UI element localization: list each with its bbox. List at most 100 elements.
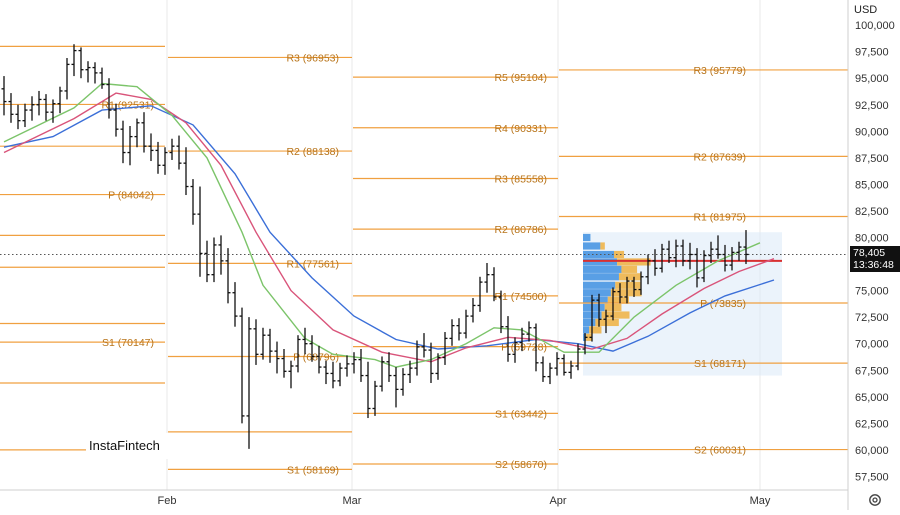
volume-profile-bar [583,242,601,250]
ohlc-bar [127,125,133,166]
ohlc-bar [29,96,35,121]
ohlc-bar [743,230,749,265]
ohlc-bar [365,361,371,419]
pivot-level-label: R1 (74500) [494,291,547,303]
ohlc-bar [92,62,98,84]
pivot-level-label: R2 (88138) [286,146,339,158]
volume-profile-buy-bar [589,326,602,334]
ohlc-bar [155,141,161,174]
ohlc-bar [78,47,84,79]
ohlc-bar [582,333,588,355]
ohlc-bar [197,186,203,277]
ohlc-bar [22,103,28,128]
ohlc-bar [463,309,469,339]
volume-profile-buy-bar [595,318,619,327]
pivot-level-label: S1 (70147) [102,337,154,349]
currency-label[interactable]: USD [854,4,878,16]
volume-profile-bar [583,326,590,334]
pivot-level-label: S2 (60031) [694,445,746,457]
pivot-level-label: P (73835) [700,298,746,310]
volume-profile-bar [583,250,614,259]
last-price-tag: 78,405 13:36:48 [850,246,900,272]
ohlc-bar [547,362,553,385]
volume-profile-bar [583,281,616,289]
settings-icon[interactable] [868,493,882,507]
ohlc-bar [183,147,189,196]
ohlc-bar [414,340,420,376]
ohlc-bar [64,58,70,100]
ohlc-bar [246,317,252,449]
pivot-level-label: S2 (58670) [495,459,547,471]
ohlc-bar [659,243,665,273]
ohlc-bar [239,307,245,424]
ohlc-bar [624,276,630,304]
ohlc-bar [309,335,315,362]
ohlc-bar [393,367,399,408]
ohlc-bar [435,353,441,380]
ohlc-bar [99,67,105,89]
y-tick-label: 90,000 [855,126,889,138]
ohlc-bar [687,242,693,270]
ohlc-bar [113,103,119,137]
y-tick-label: 95,000 [855,73,889,85]
ohlc-bar [176,135,182,170]
ohlc-bar [680,239,686,267]
volume-profile-bar [583,233,591,242]
ohlc-bar [232,282,238,327]
ohlc-bar [323,360,329,385]
ema-fast-line [3,82,761,368]
ohlc-bar [36,90,42,116]
volume-profile-bar [583,265,622,273]
pivot-level-label: R3 (96953) [286,52,339,64]
y-tick-label: 62,500 [855,418,889,430]
ohlc-bar [260,327,266,360]
ohlc-bar [638,271,644,295]
last-price-value: 78,405 [853,247,886,259]
ohlc-bar [386,352,392,382]
pivot-level-label: R1 (77561) [286,258,339,270]
volume-profile-buy-bar [601,311,630,319]
ohlc-bar [148,133,154,162]
y-tick-label: 75,000 [855,286,889,298]
ohlc-bar [561,354,567,376]
ohlc-bar [379,356,385,392]
ohlc-bar [85,61,91,83]
ohlc-bar [722,244,728,272]
pivot-level-label: R4 (90331) [494,123,547,135]
pivot-level-label: R1 (81975) [693,212,746,224]
ohlc-bar [701,250,707,283]
ohlc-bar [400,368,406,396]
ohlc-bar [274,341,280,374]
volume-profile-buy-bar [618,273,642,281]
ohlc-bar [505,316,511,362]
y-tick-label: 82,500 [855,206,889,218]
x-tick-label: May [750,495,771,507]
y-tick-label: 100,000 [855,20,895,32]
pivot-level-label: R5 (95104) [494,72,547,84]
y-tick-label: 85,000 [855,179,889,191]
volume-profile-bar [583,304,605,312]
ohlc-bar [421,333,427,358]
y-tick-label: 67,500 [855,365,889,377]
ohlc-bar [610,287,616,321]
ohlc-bar [57,86,63,114]
pivot-level-label: S1 (68171) [694,358,746,370]
ohlc-bar [708,241,714,263]
ohlc-bar [288,360,294,389]
volume-profile-bar [583,296,608,304]
ohlc-bar [442,332,448,365]
ohlc-bar [596,293,602,327]
ohlc-bar [456,318,462,341]
countdown-timer: 13:36:48 [853,259,894,271]
ohlc-bar [568,360,574,379]
volume-profile-buy-bar [600,242,605,250]
ohlc-bar [477,276,483,312]
ohlc-bar [225,248,231,304]
pivot-level-label: S1 (63442) [495,408,547,420]
ohlc-bar [484,262,490,293]
ohlc-bar [190,179,196,225]
ohlc-bar [694,248,700,288]
volume-profile-buy-bar [621,265,638,273]
